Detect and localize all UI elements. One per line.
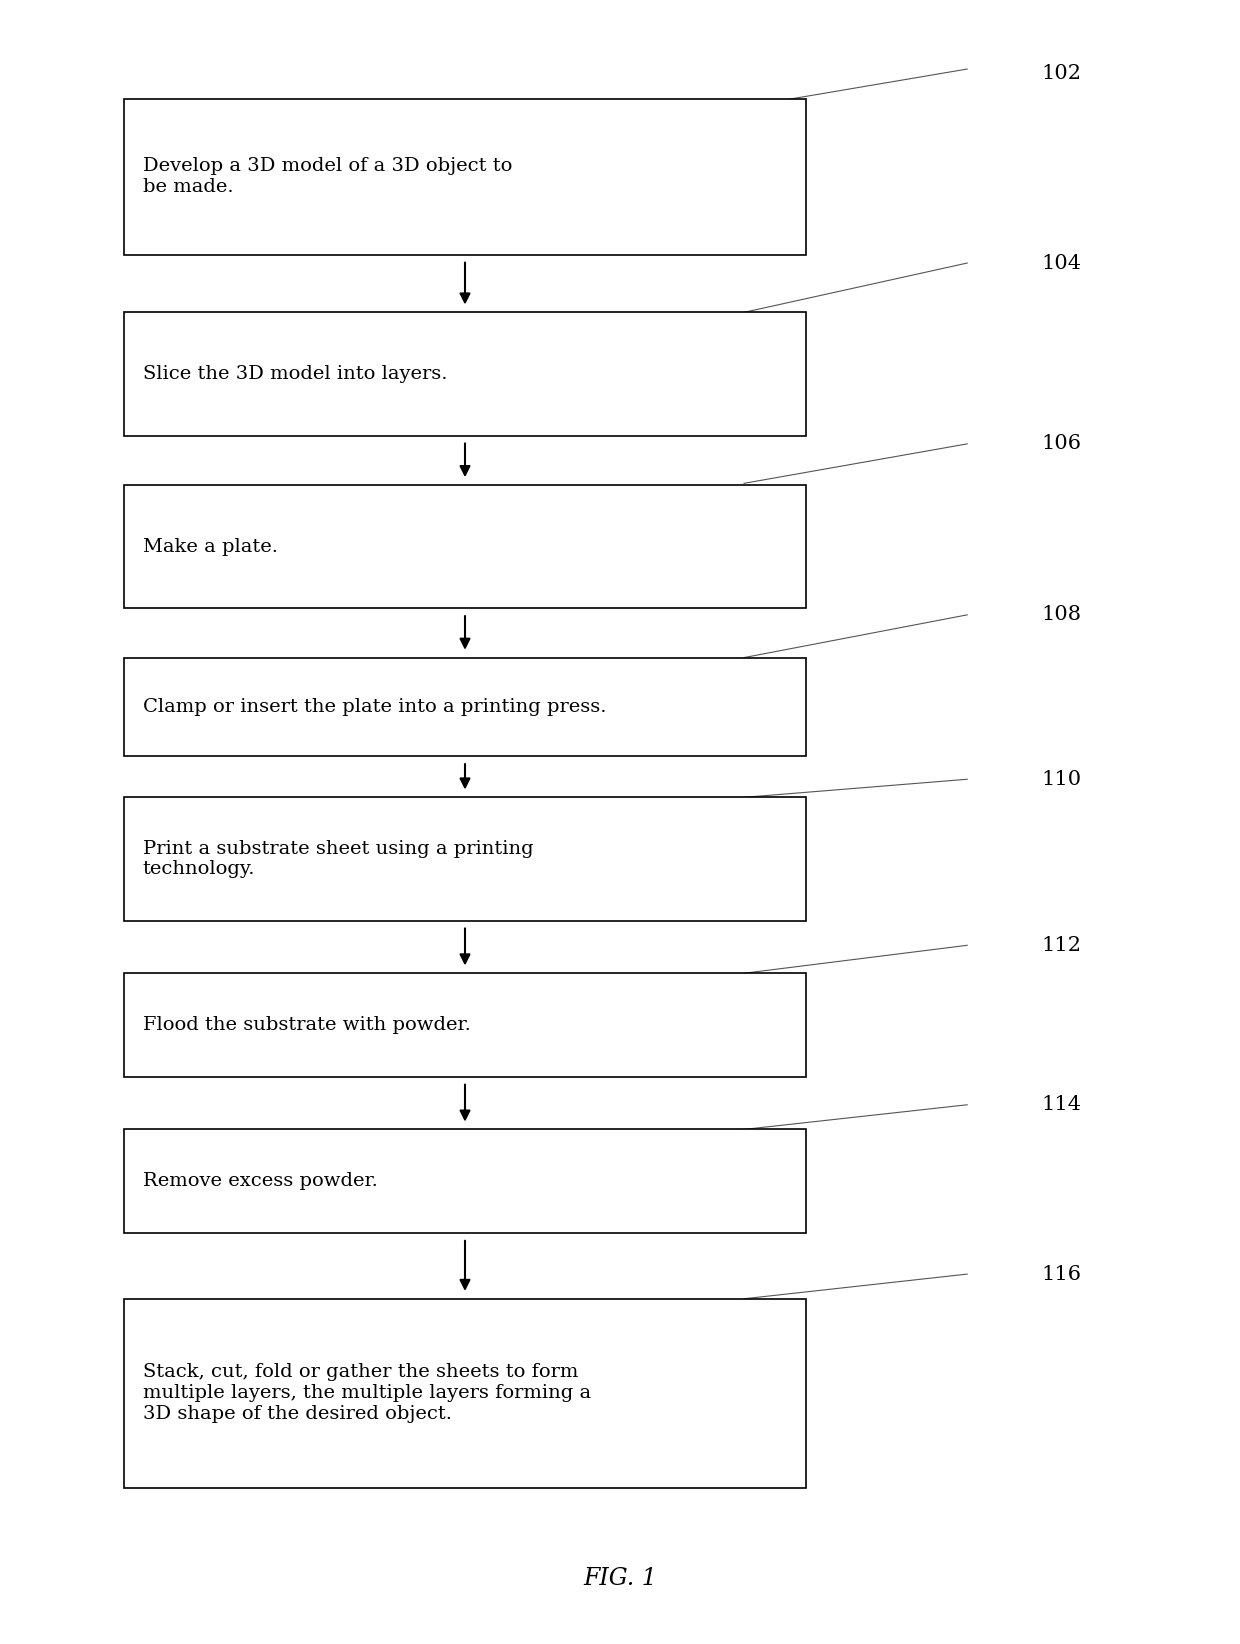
- Bar: [124, 658, 806, 756]
- Bar: [124, 485, 806, 608]
- Text: 104: 104: [1042, 253, 1081, 273]
- Text: Flood the substrate with powder.: Flood the substrate with powder.: [143, 1016, 470, 1034]
- Bar: [124, 797, 806, 921]
- Text: 110: 110: [1042, 769, 1081, 789]
- Bar: [124, 99, 806, 255]
- Text: 106: 106: [1042, 434, 1081, 454]
- Text: Stack, cut, fold or gather the sheets to form
multiple layers, the multiple laye: Stack, cut, fold or gather the sheets to…: [143, 1363, 590, 1424]
- Text: 116: 116: [1042, 1264, 1081, 1284]
- Text: Slice the 3D model into layers.: Slice the 3D model into layers.: [143, 365, 448, 383]
- Text: 102: 102: [1042, 64, 1081, 84]
- Bar: [124, 1129, 806, 1233]
- Text: Clamp or insert the plate into a printing press.: Clamp or insert the plate into a printin…: [143, 699, 606, 715]
- Bar: [124, 973, 806, 1077]
- Text: Print a substrate sheet using a printing
technology.: Print a substrate sheet using a printing…: [143, 840, 533, 878]
- Text: 108: 108: [1042, 605, 1081, 625]
- Text: 114: 114: [1042, 1095, 1081, 1115]
- Text: Make a plate.: Make a plate.: [143, 538, 278, 556]
- Text: 112: 112: [1042, 935, 1081, 955]
- Bar: [124, 1299, 806, 1488]
- Text: Develop a 3D model of a 3D object to
be made.: Develop a 3D model of a 3D object to be …: [143, 158, 512, 196]
- Text: Remove excess powder.: Remove excess powder.: [143, 1172, 377, 1190]
- Bar: [124, 312, 806, 436]
- Text: FIG. 1: FIG. 1: [583, 1567, 657, 1590]
